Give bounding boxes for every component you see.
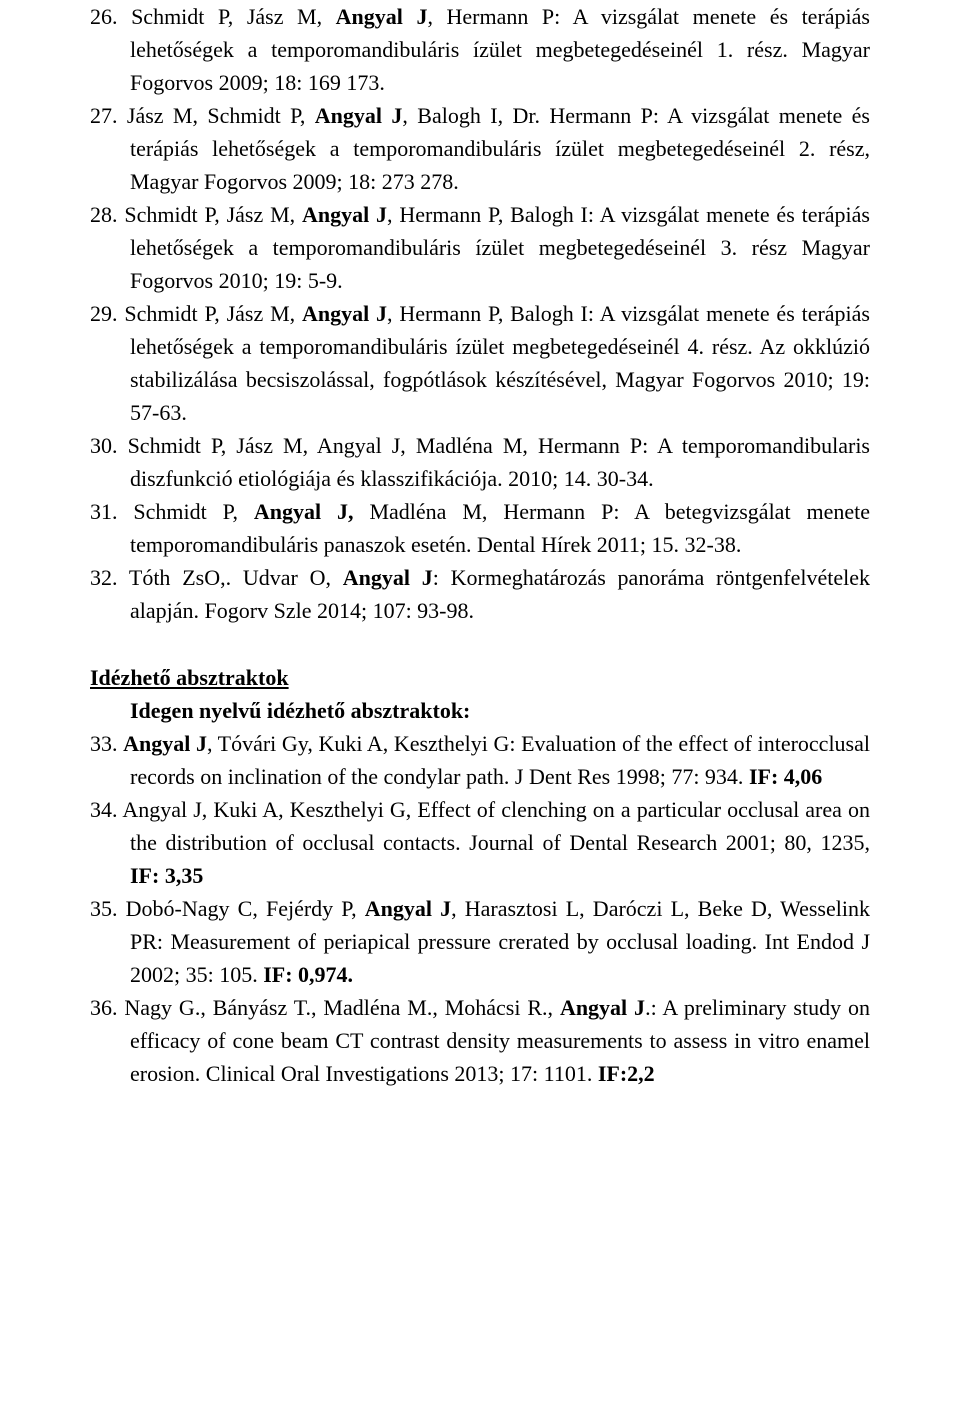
reference-number: 32. xyxy=(90,565,129,590)
reference-number: 36. xyxy=(90,995,124,1020)
references-list-upper: 26. Schmidt P, Jász M, Angyal J, Hermann… xyxy=(90,0,870,627)
references-list-lower: 33. Angyal J, Tóvári Gy, Kuki A, Keszthe… xyxy=(90,727,870,1090)
reference-item: 35. Dobó-Nagy C, Fejérdy P, Angyal J, Ha… xyxy=(90,892,870,991)
reference-number: 30. xyxy=(90,433,128,458)
reference-item: 29. Schmidt P, Jász M, Angyal J, Hermann… xyxy=(90,297,870,429)
reference-item: 36. Nagy G., Bányász T., Madléna M., Moh… xyxy=(90,991,870,1090)
reference-text: Schmidt P, Jász M, xyxy=(124,301,302,326)
reference-text: Schmidt P, Jász M, xyxy=(124,202,302,227)
reference-text: Angyal J, Kuki A, Keszthelyi G, Effect o… xyxy=(122,797,870,855)
reference-text-bold: Angyal J xyxy=(560,995,645,1020)
reference-item: 32. Tóth ZsO,. Udvar O, Angyal J: Kormeg… xyxy=(90,561,870,627)
reference-text-bold: Angyal J xyxy=(365,896,451,921)
reference-text-bold: IF: 3,35 xyxy=(130,863,203,888)
reference-number: 33. xyxy=(90,731,123,756)
reference-text-bold: Angyal J xyxy=(315,103,403,128)
reference-text-bold: IF:2,2 xyxy=(598,1061,655,1086)
reference-text: Nagy G., Bányász T., Madléna M., Mohácsi… xyxy=(124,995,560,1020)
document-page: 26. Schmidt P, Jász M, Angyal J, Hermann… xyxy=(0,0,960,1422)
reference-item: 28. Schmidt P, Jász M, Angyal J, Hermann… xyxy=(90,198,870,297)
reference-number: 26. xyxy=(90,4,131,29)
reference-text: Dobó-Nagy C, Fejérdy P, xyxy=(126,896,365,921)
section-heading-abstracts: Idézhető absztraktok xyxy=(90,661,870,694)
reference-number: 29. xyxy=(90,301,124,326)
reference-text-bold: Angyal J xyxy=(336,4,428,29)
reference-text: Jász M, Schmidt P, xyxy=(127,103,315,128)
reference-text: Schmidt P, xyxy=(133,499,253,524)
reference-text-bold: IF: 0,974. xyxy=(263,962,353,987)
reference-item: 33. Angyal J, Tóvári Gy, Kuki A, Keszthe… xyxy=(90,727,870,793)
reference-text: Tóth ZsO,. Udvar O, xyxy=(129,565,343,590)
reference-item: 31. Schmidt P, Angyal J, Madléna M, Herm… xyxy=(90,495,870,561)
reference-number: 28. xyxy=(90,202,124,227)
reference-number: 31. xyxy=(90,499,133,524)
reference-number: 35. xyxy=(90,896,126,921)
sub-heading-foreign-abstracts: Idegen nyelvű idézhető absztraktok: xyxy=(90,694,870,727)
reference-item: 34. Angyal J, Kuki A, Keszthelyi G, Effe… xyxy=(90,793,870,892)
reference-text: Schmidt P, Jász M, xyxy=(131,4,336,29)
reference-item: 26. Schmidt P, Jász M, Angyal J, Hermann… xyxy=(90,0,870,99)
reference-item: 30. Schmidt P, Jász M, Angyal J, Madléna… xyxy=(90,429,870,495)
reference-text-bold: Angyal J xyxy=(123,731,207,756)
reference-text-bold: Angyal J, xyxy=(254,499,354,524)
reference-text-bold: Angyal J xyxy=(302,301,387,326)
reference-text-bold: Angyal J xyxy=(302,202,387,227)
reference-number: 34. xyxy=(90,797,122,822)
reference-text-bold: Angyal J xyxy=(343,565,433,590)
reference-item: 27. Jász M, Schmidt P, Angyal J, Balogh … xyxy=(90,99,870,198)
reference-text: Schmidt P, Jász M, Angyal J, Madléna M, … xyxy=(128,433,870,491)
reference-text-bold: IF: 4,06 xyxy=(749,764,822,789)
reference-number: 27. xyxy=(90,103,127,128)
